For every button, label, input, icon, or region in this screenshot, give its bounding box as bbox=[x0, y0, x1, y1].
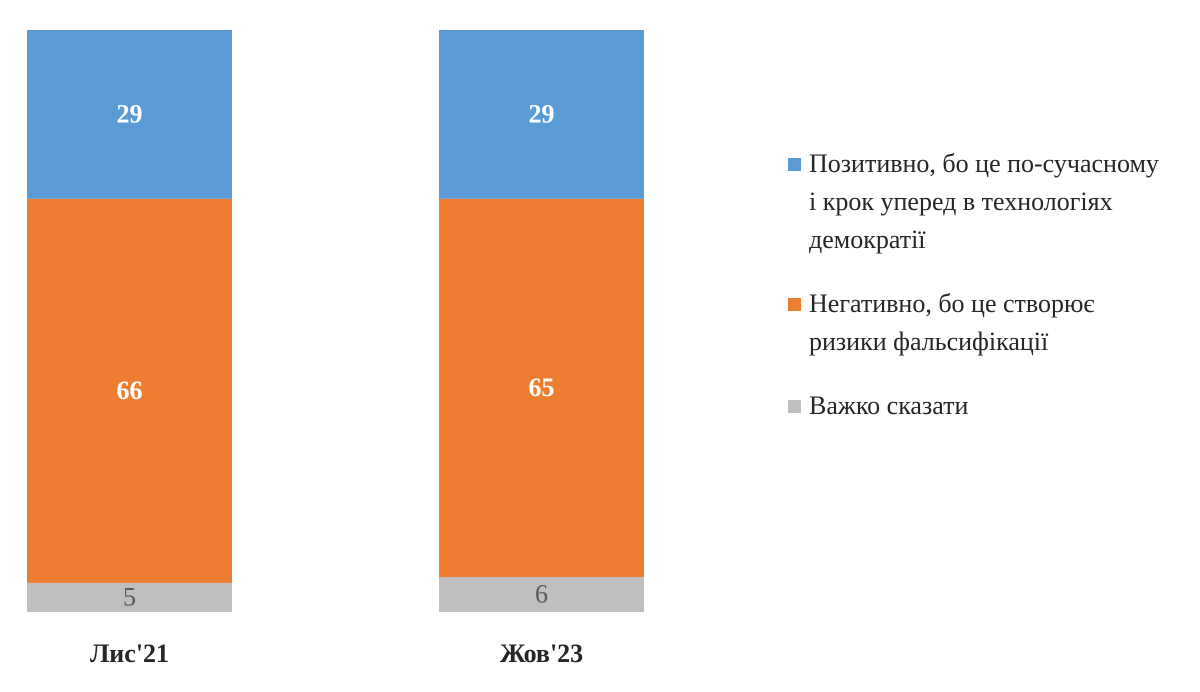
x-tick-label: Лис'21 bbox=[90, 639, 169, 668]
value-label: 29 bbox=[117, 99, 143, 128]
legend-swatch bbox=[788, 298, 801, 311]
bar-segment bbox=[439, 30, 644, 199]
value-label: 29 bbox=[529, 99, 555, 128]
value-label: 66 bbox=[117, 376, 143, 405]
legend-label: Важко сказати bbox=[809, 391, 969, 420]
bar-segment bbox=[439, 198, 644, 578]
chart: 5 66 29 Лис'21 6 65 29 Жов'23 bbox=[27, 30, 644, 668]
legend-label: Негативно, бо це створює ризики фальсифі… bbox=[809, 289, 1095, 356]
legend-swatch bbox=[788, 158, 801, 171]
legend-swatch bbox=[788, 400, 801, 413]
value-label: 5 bbox=[123, 582, 136, 611]
x-tick-label: Жов'23 bbox=[500, 639, 583, 668]
bar-segment bbox=[439, 577, 644, 612]
legend-item: Негативно, бо це створює ризики фальсифі… bbox=[788, 285, 1168, 361]
legend: Позитивно, бо це по-сучасному і крок упе… bbox=[788, 145, 1168, 451]
bar-segment bbox=[27, 198, 232, 583]
bar-segment bbox=[27, 30, 232, 199]
bar-segment bbox=[27, 582, 232, 612]
legend-label: Позитивно, бо це по-сучасному і крок упе… bbox=[809, 149, 1159, 254]
legend-item: Важко сказати bbox=[788, 387, 1168, 425]
value-label: 65 bbox=[529, 373, 555, 402]
value-label: 6 bbox=[535, 580, 548, 609]
legend-item: Позитивно, бо це по-сучасному і крок упе… bbox=[788, 145, 1168, 259]
